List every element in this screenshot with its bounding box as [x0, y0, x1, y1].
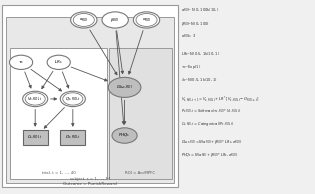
Text: trial, t = 1, ..., 40: trial, t = 1, ..., 40	[42, 171, 76, 175]
Bar	[6, 17, 174, 183]
Bar	[60, 130, 85, 145]
Circle shape	[60, 91, 85, 107]
Bar	[109, 48, 172, 179]
Text: $\tau_s$: $\tau_s$	[18, 59, 24, 66]
Text: $V_{s,ROI,t}$: $V_{s,ROI,t}$	[27, 95, 43, 103]
Circle shape	[25, 93, 45, 105]
Text: $\sigma_{ROI}$: $\sigma_{ROI}$	[142, 16, 151, 24]
Text: $V_{s,ROI,t+1}=V_{s,ROI,t}+LR^*[V_{s,ROI,t}-O_{ROI,s,t}]$: $V_{s,ROI,t+1}=V_{s,ROI,t}+LR^*[V_{s,ROI…	[181, 94, 259, 104]
Text: $LR_s$: $LR_s$	[54, 59, 63, 66]
Circle shape	[23, 91, 48, 107]
Circle shape	[63, 93, 83, 105]
Circle shape	[9, 55, 33, 69]
Text: $PHQ_s$: $PHQ_s$	[118, 132, 131, 139]
Text: $\beta_{ROI}$: $\beta_{ROI}$	[110, 16, 120, 24]
Text: $Glu_{s,ROI}$: $Glu_{s,ROI}$	[116, 84, 133, 91]
Text: ROI = AccMPFC: ROI = AccMPFC	[125, 171, 155, 175]
Text: $Q_{s,ROI,t}$: $Q_{s,ROI,t}$	[65, 95, 81, 102]
Text: $\sigma_{ROI}$= 3: $\sigma_{ROI}$= 3	[181, 33, 196, 40]
Text: Outcome = PunishReward: Outcome = PunishReward	[63, 182, 117, 186]
Circle shape	[102, 12, 128, 28]
Bar	[23, 130, 48, 145]
Text: $P_{s,ROI,t}=Softmax(\tau_{s,ROI}*V_{s,ROI,t})$: $P_{s,ROI,t}=Softmax(\tau_{s,ROI}*V_{s,R…	[181, 107, 242, 115]
Circle shape	[71, 12, 97, 28]
Text: $\beta_{ROI}$~N(0, 100): $\beta_{ROI}$~N(0, 100)	[181, 20, 210, 28]
Circle shape	[112, 128, 137, 143]
Text: $\tau_s$~Exp(1): $\tau_s$~Exp(1)	[181, 63, 201, 71]
Text: $\alpha_{ROI}$~N(0, 100k/10, ): $\alpha_{ROI}$~N(0, 100k/10, )	[181, 6, 220, 14]
Text: $C_{s,ROI,t}=Categorical(P_{s,ROI,t})$: $C_{s,ROI,t}=Categorical(P_{s,ROI,t})$	[181, 120, 234, 128]
Circle shape	[73, 14, 94, 26]
Circle shape	[108, 77, 141, 97]
Text: $PHQ_s=N(\alpha_{ROI}+\beta_{ROI}*LR_s,\sigma_{ROI})$: $PHQ_s=N(\alpha_{ROI}+\beta_{ROI}*LR_s,\…	[181, 151, 238, 159]
Text: subject, s = 1, ..., 54: subject, s = 1, ..., 54	[70, 177, 111, 181]
Text: $LR_s$~N(0.5, 1k/10, 1): $LR_s$~N(0.5, 1k/10, 1)	[181, 50, 220, 58]
Text: $O_{s,ROI,t}$: $O_{s,ROI,t}$	[65, 134, 81, 141]
Text: $C_{s,ROI,t}$: $C_{s,ROI,t}$	[27, 134, 43, 141]
Bar	[10, 48, 107, 179]
Text: $Glu_{s,ROI}=N(\alpha_{ROI}+\beta_{ROI}*LR_s,\sigma_{ROI})$: $Glu_{s,ROI}=N(\alpha_{ROI}+\beta_{ROI}*…	[181, 138, 242, 146]
Bar	[2, 4, 178, 187]
Circle shape	[136, 14, 157, 26]
Text: $\alpha_{ROI}$: $\alpha_{ROI}$	[79, 16, 89, 24]
Circle shape	[47, 55, 70, 69]
Text: $\lambda_s$~N(0.5, 1k/10, 1): $\lambda_s$~N(0.5, 1k/10, 1)	[181, 77, 218, 84]
Circle shape	[133, 12, 160, 28]
